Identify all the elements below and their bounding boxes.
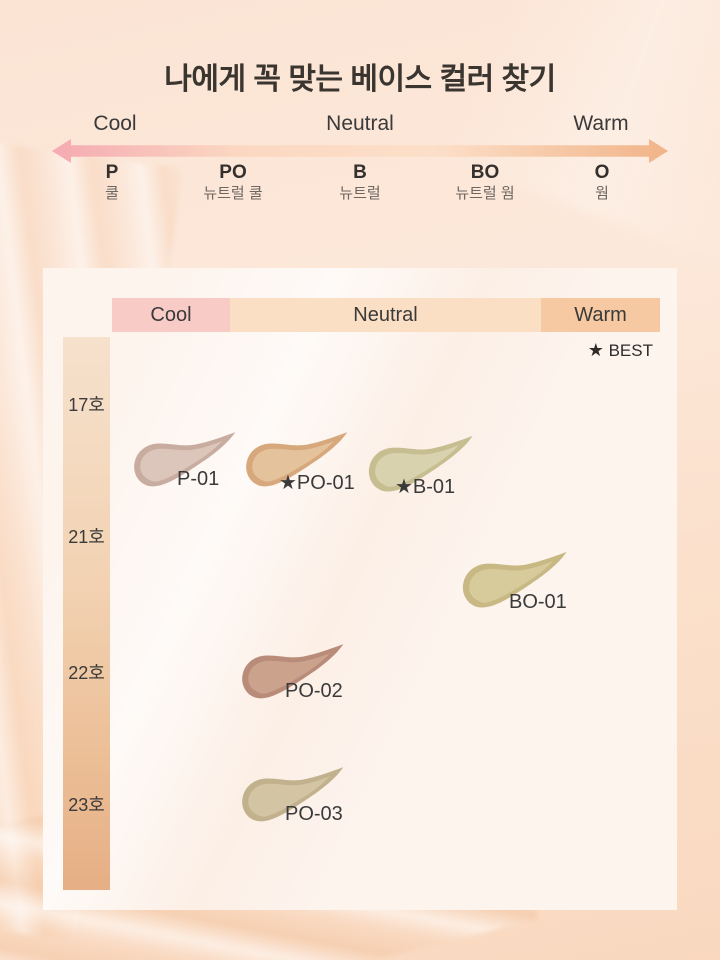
best-legend-label: BEST xyxy=(608,341,653,360)
shade-swatch-po-02: PO-02 xyxy=(239,643,345,702)
tone-marker-bo: BO 뉴트럴 웜 xyxy=(455,162,514,204)
foundation-smear-icon xyxy=(368,435,473,492)
row-label-22: 22호 xyxy=(68,663,105,683)
row-label-23: 23호 xyxy=(68,795,105,815)
shade-swatch-po-03: PO-03 xyxy=(239,766,345,825)
double-arrow-icon xyxy=(52,139,668,163)
foundation-smear-icon xyxy=(242,644,344,699)
swatch-label: ★PO-01 xyxy=(279,472,355,494)
tone-marker-p: P 쿨 xyxy=(105,162,119,204)
column-header-cool: Cool xyxy=(112,298,230,332)
column-header-warm: Warm xyxy=(541,298,660,332)
tone-name: 뉴트럴 쿨 xyxy=(203,185,263,202)
shade-chart-panel: Cool Neutral Warm ★ BEST 17호 21호 22호 23호… xyxy=(43,268,677,910)
tone-marker-b: B 뉴트럴 xyxy=(339,162,380,204)
tone-code: B xyxy=(353,162,367,183)
tone-code: PO xyxy=(219,162,247,183)
tone-name: 웜 xyxy=(595,185,609,202)
foundation-smear-icon xyxy=(242,767,344,822)
page-title: 나에게 꼭 맞는 베이스 컬러 찾기 xyxy=(164,63,556,96)
shade-swatch-b-01: ★B-01 xyxy=(359,435,473,498)
swatch-label: PO-03 xyxy=(285,803,343,825)
swatch-label: P-01 xyxy=(177,468,220,490)
tone-code: BO xyxy=(470,162,500,183)
column-header-neutral: Neutral xyxy=(230,298,541,332)
star-icon: ★ xyxy=(587,340,604,360)
tone-name: 뉴트럴 xyxy=(339,185,381,202)
tone-marker-po: PO 뉴트럴 쿨 xyxy=(203,162,262,204)
foundation-smear-icon xyxy=(246,432,348,487)
tone-name: 쿨 xyxy=(105,185,119,202)
shade-row-strip xyxy=(63,337,110,890)
row-label-21: 21호 xyxy=(68,527,105,547)
axis-label-cool: Cool xyxy=(93,112,137,135)
tone-axis-arrow xyxy=(52,138,668,164)
tone-code: P xyxy=(105,162,119,183)
foundation-smear-icon xyxy=(462,551,567,608)
axis-label-neutral: Neutral xyxy=(326,112,394,135)
row-label-17: 17호 xyxy=(68,395,105,415)
swatch-label: ★B-01 xyxy=(395,476,456,498)
best-legend: ★ BEST xyxy=(588,340,653,361)
shade-swatch-bo-01: BO-01 xyxy=(453,551,567,613)
tone-code: O xyxy=(594,162,610,183)
shade-swatch-p-01: P-01 xyxy=(131,431,237,490)
shade-swatch-po-01: ★PO-01 xyxy=(243,431,355,494)
swatch-label: BO-01 xyxy=(509,591,567,613)
axis-label-warm: Warm xyxy=(573,112,629,135)
tone-marker-o: O 웜 xyxy=(595,162,610,204)
tone-name: 뉴트럴 웜 xyxy=(455,185,515,202)
swatch-label: PO-02 xyxy=(285,680,343,702)
foundation-smear-icon xyxy=(134,432,236,487)
